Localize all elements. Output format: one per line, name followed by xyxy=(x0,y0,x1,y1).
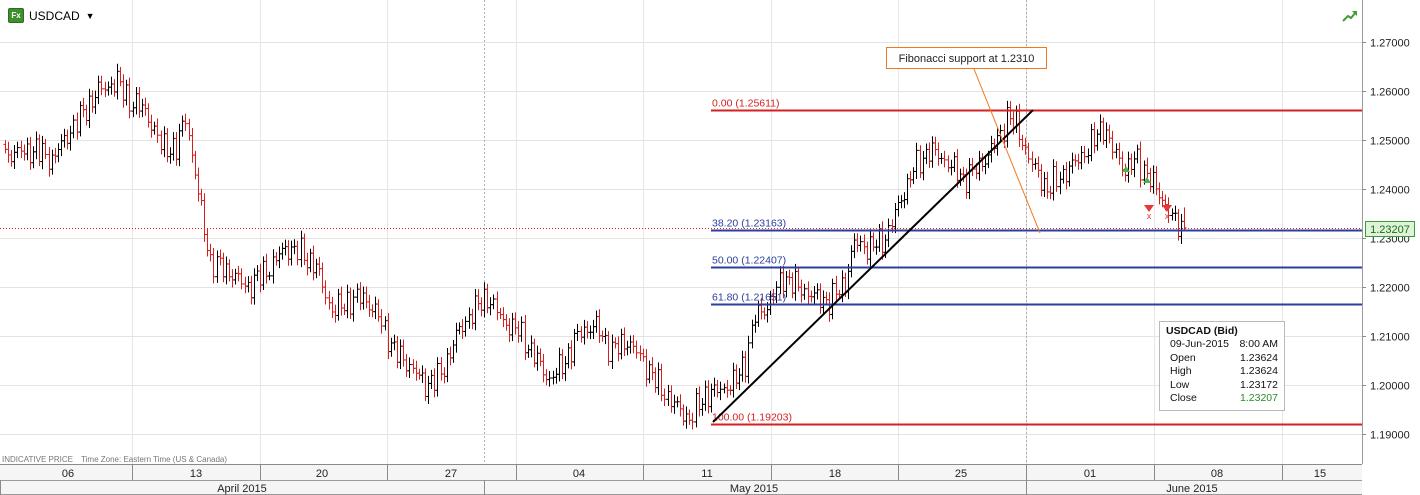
info-high-value: 1.23624 xyxy=(1240,365,1278,377)
info-low-row: Low 1.23172 xyxy=(1166,379,1278,393)
month-label: April 2015 xyxy=(217,483,267,495)
pattern-down-marker xyxy=(1162,205,1172,212)
y-tick-label: 1.26000 xyxy=(1370,87,1410,99)
y-tick-label: 1.25000 xyxy=(1370,136,1410,148)
trend-up-icon[interactable] xyxy=(1342,9,1358,23)
x-tick-label: 25 xyxy=(955,468,967,480)
month-label: June 2015 xyxy=(1166,483,1217,495)
pattern-up-marker xyxy=(1122,166,1130,172)
pattern-down-marker xyxy=(1144,205,1154,212)
x-tick-label: 20 xyxy=(316,468,328,480)
fib-level-label: 61.80 (1.21651) xyxy=(712,292,786,304)
x-tick-label: 01 xyxy=(1084,468,1096,480)
fib-level-label: 0.00 (1.25611) xyxy=(712,98,780,110)
fib-level-label: 38.20 (1.23163) xyxy=(712,218,786,230)
callout-connector xyxy=(973,68,1041,234)
fib-level-label: 100.00 (1.19203) xyxy=(712,412,792,424)
indicative-label: INDICATIVE PRICE xyxy=(2,455,73,464)
x-tick-label: 13 xyxy=(190,468,202,480)
symbol-selector[interactable]: Fx USDCAD ▼ xyxy=(8,8,95,23)
symbol-label: USDCAD xyxy=(29,8,80,23)
y-tick-label: 1.20000 xyxy=(1370,381,1410,393)
time-axis-bg xyxy=(0,464,1362,495)
y-tick-label: 1.19000 xyxy=(1370,430,1410,442)
info-close-row: Close 1.23207 xyxy=(1166,392,1278,406)
month-label: May 2015 xyxy=(730,483,778,495)
x-tick-label: 06 xyxy=(62,468,74,480)
pattern-x-marker: x xyxy=(1147,211,1152,221)
fx-icon: Fx xyxy=(8,8,24,23)
y-tick-label: 1.24000 xyxy=(1370,185,1410,197)
timezone-label: Time Zone: Eastern Time (US & Canada) xyxy=(81,455,228,464)
x-tick-label: 18 xyxy=(829,468,841,480)
x-tick-label: 04 xyxy=(573,468,585,480)
y-tick-label: 1.22000 xyxy=(1370,283,1410,295)
fibonacci-callout: Fibonacci support at 1.2310 xyxy=(886,47,1047,69)
indicative-price-note: INDICATIVE PRICE Time Zone: Eastern Time… xyxy=(2,455,233,464)
ohlc-info-box: USDCAD (Bid) 09-Jun-2015 8:00 AM Open 1.… xyxy=(1159,321,1285,411)
info-open-label: Open xyxy=(1170,351,1196,364)
pattern-x-marker: x xyxy=(1165,211,1170,221)
info-low-label: Low xyxy=(1170,378,1190,391)
info-close-value: 1.23207 xyxy=(1240,392,1278,404)
x-tick-label: 15 xyxy=(1314,468,1326,480)
info-high-label: High xyxy=(1170,365,1192,377)
y-tick-label: 1.27000 xyxy=(1370,38,1410,50)
info-open-row: Open 1.23624 xyxy=(1166,352,1278,366)
x-tick-label: 08 xyxy=(1211,468,1223,480)
x-tick-label: 27 xyxy=(445,468,457,480)
x-tick-label: 11 xyxy=(701,468,712,480)
y-tick-label: 1.21000 xyxy=(1370,332,1410,344)
chevron-down-icon[interactable]: ▼ xyxy=(85,10,95,21)
info-time: 8:00 AM xyxy=(1239,338,1278,350)
info-low-value: 1.23172 xyxy=(1240,378,1278,391)
trend-line xyxy=(712,109,1034,423)
info-date-row: 09-Jun-2015 8:00 AM xyxy=(1166,338,1278,352)
fib-level-label: 50.00 (1.22407) xyxy=(712,255,786,267)
info-date: 09-Jun-2015 xyxy=(1170,338,1229,350)
pattern-up-marker xyxy=(1143,177,1151,183)
info-title: USDCAD (Bid) xyxy=(1166,325,1238,337)
info-high-row: High 1.23624 xyxy=(1166,365,1278,379)
info-close-label: Close xyxy=(1170,392,1197,404)
info-open-value: 1.23624 xyxy=(1240,351,1278,364)
current-price-tag: 1.23207 xyxy=(1365,221,1415,237)
